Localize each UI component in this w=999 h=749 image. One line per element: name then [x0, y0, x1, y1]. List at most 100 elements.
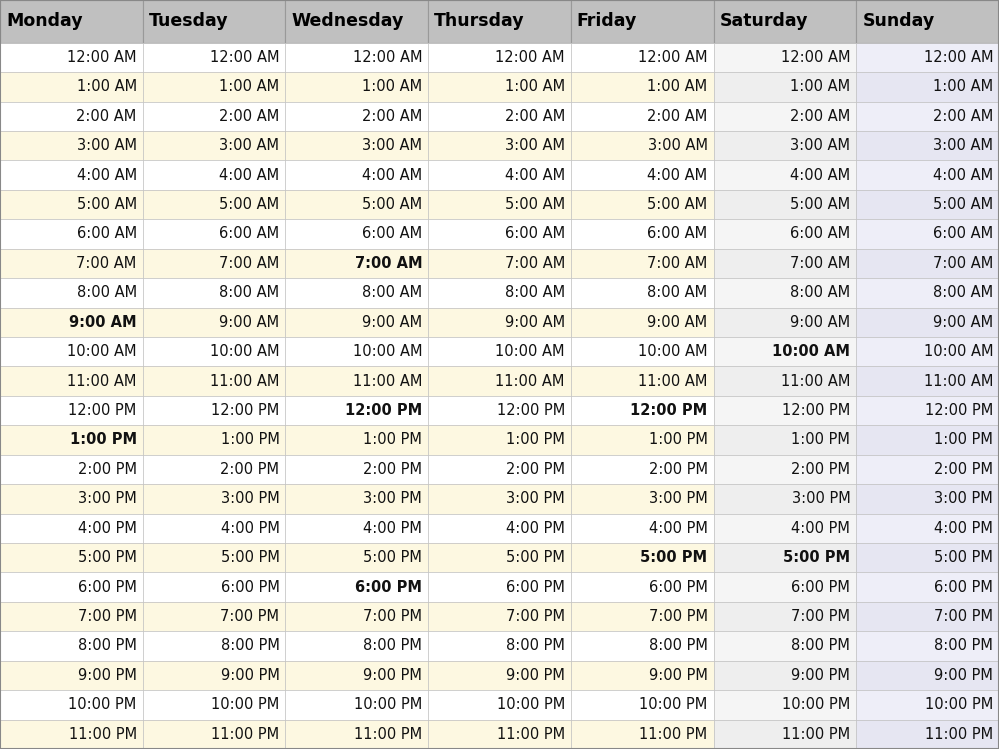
Text: 1:00 AM: 1:00 AM	[790, 79, 850, 94]
Bar	[0, 308, 143, 337]
Bar	[570, 484, 713, 514]
Bar	[570, 219, 713, 249]
Bar	[713, 189, 856, 219]
Bar	[143, 572, 286, 602]
Text: Wednesday: Wednesday	[292, 12, 404, 31]
Bar	[0, 219, 143, 249]
Text: 10:00 PM: 10:00 PM	[69, 697, 137, 712]
Bar	[570, 278, 713, 308]
Bar	[429, 308, 570, 337]
Text: 7:00 PM: 7:00 PM	[505, 609, 564, 624]
Text: 4:00 PM: 4:00 PM	[648, 521, 707, 536]
Bar	[429, 249, 570, 278]
Text: 11:00 AM: 11:00 AM	[781, 374, 850, 389]
Bar	[570, 514, 713, 543]
Text: 3:00 AM: 3:00 AM	[504, 138, 564, 154]
Bar	[143, 189, 286, 219]
Text: Tuesday: Tuesday	[149, 12, 229, 31]
Text: 1:00 AM: 1:00 AM	[647, 79, 707, 94]
Text: 10:00 AM: 10:00 AM	[67, 345, 137, 360]
Bar	[143, 720, 286, 749]
Bar	[570, 720, 713, 749]
Bar	[286, 395, 429, 425]
Bar	[0, 425, 143, 455]
Text: 8:00 PM: 8:00 PM	[364, 638, 423, 653]
Bar	[286, 720, 429, 749]
Bar	[143, 278, 286, 308]
Text: 12:00 AM: 12:00 AM	[353, 50, 423, 65]
Bar	[713, 102, 856, 131]
Bar	[429, 131, 570, 160]
Bar	[713, 131, 856, 160]
Bar	[713, 661, 856, 690]
Bar	[713, 572, 856, 602]
Bar	[143, 219, 286, 249]
Bar	[286, 219, 429, 249]
Bar	[0, 189, 143, 219]
Bar	[856, 572, 999, 602]
Text: 1:00 PM: 1:00 PM	[221, 432, 280, 447]
Bar	[570, 690, 713, 720]
Bar	[713, 602, 856, 631]
Text: 12:00 PM: 12:00 PM	[782, 403, 850, 418]
Bar	[429, 425, 570, 455]
Text: 12:00 PM: 12:00 PM	[211, 403, 280, 418]
Text: 12:00 PM: 12:00 PM	[69, 403, 137, 418]
Text: 4:00 AM: 4:00 AM	[77, 168, 137, 183]
Text: 7:00 PM: 7:00 PM	[648, 609, 707, 624]
Text: 6:00 AM: 6:00 AM	[504, 226, 564, 241]
Text: 6:00 PM: 6:00 PM	[78, 580, 137, 595]
Bar	[856, 219, 999, 249]
Text: 5:00 PM: 5:00 PM	[221, 551, 280, 565]
Text: 5:00 PM: 5:00 PM	[783, 551, 850, 565]
Text: 6:00 AM: 6:00 AM	[933, 226, 993, 241]
Text: 4:00 PM: 4:00 PM	[791, 521, 850, 536]
Text: 9:00 PM: 9:00 PM	[934, 668, 993, 683]
Text: 9:00 AM: 9:00 AM	[504, 315, 564, 330]
Bar	[143, 455, 286, 484]
Bar	[0, 661, 143, 690]
Text: 8:00 PM: 8:00 PM	[934, 638, 993, 653]
Text: 11:00 PM: 11:00 PM	[69, 727, 137, 742]
Text: 9:00 PM: 9:00 PM	[221, 668, 280, 683]
Bar	[713, 160, 856, 189]
Bar	[286, 308, 429, 337]
Bar	[570, 0, 713, 43]
Text: 4:00 AM: 4:00 AM	[504, 168, 564, 183]
Text: 8:00 PM: 8:00 PM	[505, 638, 564, 653]
Bar	[286, 690, 429, 720]
Text: 8:00 AM: 8:00 AM	[220, 285, 280, 300]
Bar	[429, 690, 570, 720]
Text: 5:00 AM: 5:00 AM	[933, 197, 993, 212]
Bar	[856, 455, 999, 484]
Bar	[429, 219, 570, 249]
Text: 12:00 AM: 12:00 AM	[210, 50, 280, 65]
Bar	[143, 249, 286, 278]
Bar	[143, 160, 286, 189]
Bar	[713, 219, 856, 249]
Bar	[429, 455, 570, 484]
Text: 11:00 AM: 11:00 AM	[210, 374, 280, 389]
Text: 11:00 AM: 11:00 AM	[496, 374, 564, 389]
Bar	[570, 72, 713, 102]
Bar	[0, 455, 143, 484]
Bar	[570, 572, 713, 602]
Bar	[713, 484, 856, 514]
Bar	[856, 690, 999, 720]
Text: Friday: Friday	[576, 12, 637, 31]
Bar	[0, 543, 143, 572]
Bar	[0, 160, 143, 189]
Bar	[429, 366, 570, 395]
Bar	[570, 249, 713, 278]
Text: 8:00 PM: 8:00 PM	[221, 638, 280, 653]
Text: 2:00 PM: 2:00 PM	[505, 462, 564, 477]
Bar	[143, 0, 286, 43]
Text: 6:00 PM: 6:00 PM	[221, 580, 280, 595]
Bar	[143, 661, 286, 690]
Text: 9:00 AM: 9:00 AM	[933, 315, 993, 330]
Text: 7:00 PM: 7:00 PM	[78, 609, 137, 624]
Bar	[0, 514, 143, 543]
Text: 5:00 AM: 5:00 AM	[504, 197, 564, 212]
Bar	[0, 102, 143, 131]
Text: 9:00 PM: 9:00 PM	[78, 668, 137, 683]
